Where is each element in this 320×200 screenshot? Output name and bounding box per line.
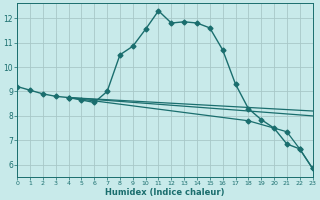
- X-axis label: Humidex (Indice chaleur): Humidex (Indice chaleur): [105, 188, 225, 197]
